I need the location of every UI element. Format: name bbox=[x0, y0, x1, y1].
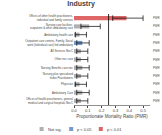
svg-text:Nursing Benefits care nec: Nursing Benefits care nec bbox=[41, 66, 74, 70]
svg-text:Nursing care facilities,outpat: Nursing care facilities,outpatient & oth… bbox=[30, 23, 73, 31]
svg-text:PMR: PMR bbox=[153, 16, 161, 20]
svg-text:PMR: PMR bbox=[153, 58, 161, 62]
svg-text:Offices of health practitioner: Offices of health practitioners, general… bbox=[26, 97, 73, 105]
svg-text:Ambulatory health care: Ambulatory health care bbox=[44, 33, 73, 37]
svg-text:Ambulatory Care: Ambulatory Care bbox=[52, 91, 73, 95]
svg-text:PMR: PMR bbox=[153, 33, 161, 37]
svg-text:PMR: PMR bbox=[153, 49, 161, 53]
svg-text:PMR: PMR bbox=[153, 82, 161, 86]
svg-text:0.3: 0.3 bbox=[113, 108, 119, 113]
svg-text:Physician: Physician bbox=[61, 82, 73, 86]
svg-text:0.4: 0.4 bbox=[126, 108, 132, 113]
svg-text:All Services NecC: All Services NecC bbox=[51, 49, 73, 53]
svg-text:Offices of other health practi: Offices of other health practitioners,in… bbox=[29, 14, 74, 22]
svg-text:PMR: PMR bbox=[153, 41, 161, 45]
svg-text:p < 0.01: p < 0.01 bbox=[107, 127, 122, 132]
svg-text:0.5: 0.5 bbox=[140, 108, 146, 113]
svg-text:PMR: PMR bbox=[153, 91, 161, 95]
svg-text:Outpatient care centers, Famil: Outpatient care centers, Family, Socialw… bbox=[25, 39, 73, 47]
svg-text:Nursing plus specializedIndex: Nursing plus specializedIndex Practition… bbox=[43, 72, 74, 80]
svg-text:PMR: PMR bbox=[153, 24, 161, 28]
svg-text:Not sig.: Not sig. bbox=[48, 127, 62, 132]
svg-text:0.0: 0.0 bbox=[71, 108, 77, 113]
svg-text:PMR: PMR bbox=[153, 99, 161, 103]
svg-text:Other nec care: Other nec care bbox=[55, 57, 74, 61]
svg-text:p < 0.05: p < 0.05 bbox=[77, 127, 92, 132]
svg-text:PMR: PMR bbox=[153, 66, 161, 70]
svg-text:0.2: 0.2 bbox=[99, 108, 105, 113]
svg-text:Industry: Industry bbox=[67, 0, 95, 8]
svg-text:PMR: PMR bbox=[153, 74, 161, 78]
svg-text:0.1: 0.1 bbox=[85, 108, 91, 113]
svg-text:Proportionate Mortality Ratio: Proportionate Mortality Ratio (PMR) bbox=[76, 114, 148, 119]
